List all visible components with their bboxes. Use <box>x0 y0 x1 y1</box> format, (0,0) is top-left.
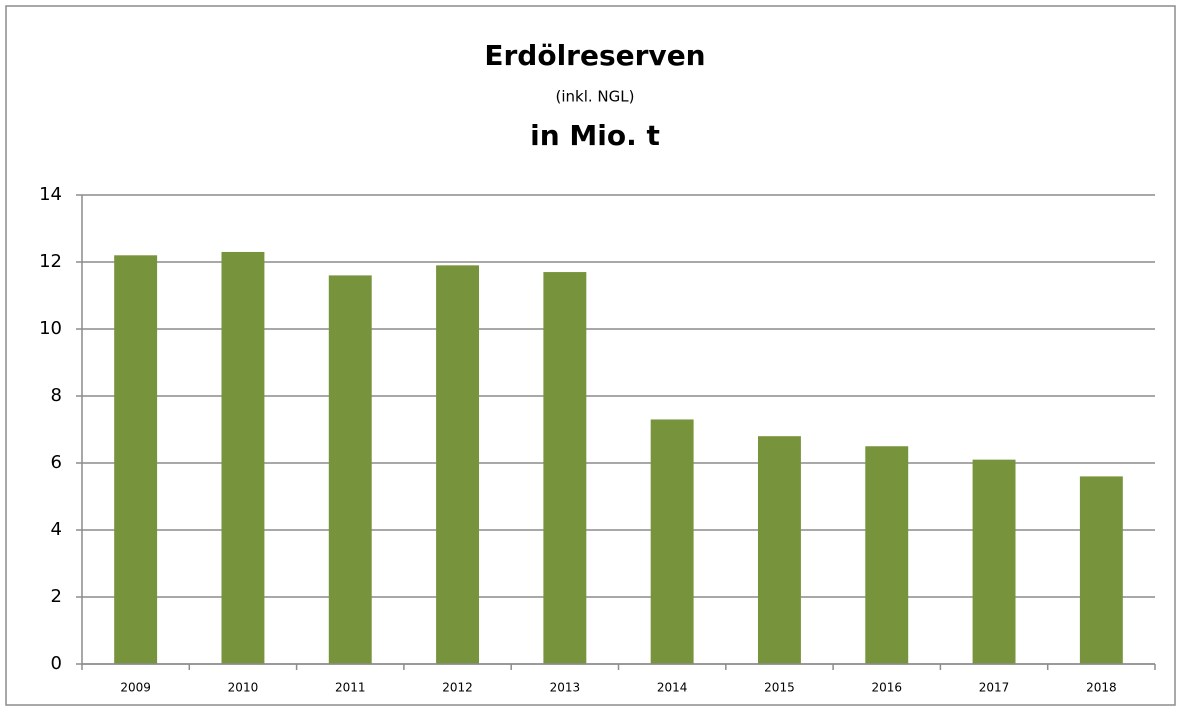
y-tick-label: 2 <box>51 586 62 607</box>
bar <box>865 446 909 664</box>
x-tick-label: 2009 <box>120 681 151 695</box>
x-tick-label: 2011 <box>335 681 366 695</box>
bar <box>972 459 1016 664</box>
chart-subtitle: (inkl. NGL) <box>556 88 635 106</box>
x-tick-label: 2013 <box>550 681 581 695</box>
bar <box>221 251 265 664</box>
y-tick-label: 10 <box>39 318 62 339</box>
bar <box>650 419 694 664</box>
bar <box>757 436 801 664</box>
bar <box>436 265 480 664</box>
x-tick-label: 2016 <box>871 681 902 695</box>
bar <box>1079 476 1123 664</box>
unit-title: in Mio. t <box>530 119 660 152</box>
x-tick-label: 2018 <box>1086 681 1117 695</box>
x-tick-label: 2014 <box>657 681 688 695</box>
x-tick-label: 2017 <box>979 681 1010 695</box>
y-tick-label: 4 <box>51 519 62 540</box>
x-tick-label: 2010 <box>228 681 259 695</box>
bar <box>114 255 158 665</box>
chart-title: Erdölreserven <box>484 39 705 72</box>
y-tick-label: 6 <box>51 452 62 473</box>
x-tick-label: 2012 <box>442 681 473 695</box>
bar <box>543 272 587 664</box>
y-tick-label: 12 <box>39 251 62 272</box>
y-tick-label: 8 <box>51 385 62 406</box>
x-tick-label: 2015 <box>764 681 795 695</box>
y-tick-label: 0 <box>51 653 62 674</box>
y-tick-label: 14 <box>39 184 62 205</box>
bar <box>328 275 372 664</box>
